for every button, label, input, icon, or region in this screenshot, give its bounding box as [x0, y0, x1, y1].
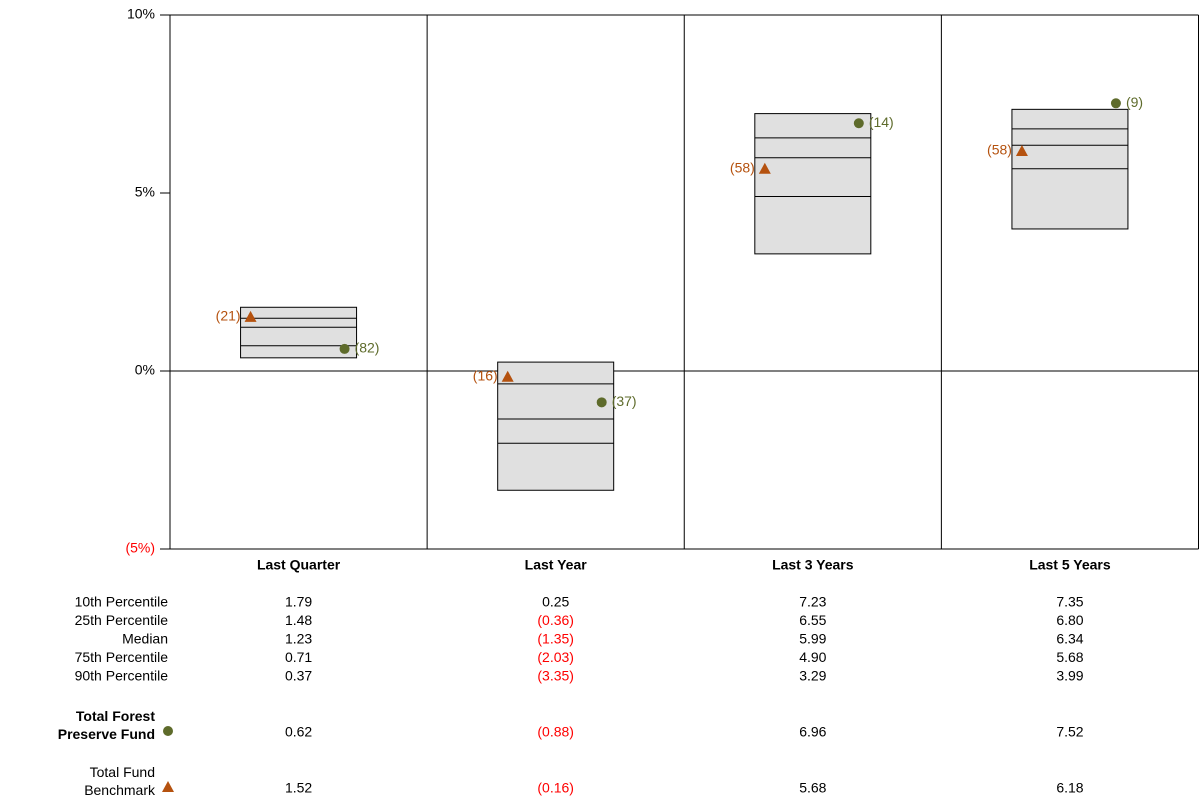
table-value: 7.35: [1056, 594, 1083, 610]
fund-marker: [596, 397, 607, 408]
rank-label: (14): [869, 114, 894, 130]
table-value: (0.88): [537, 724, 574, 740]
table-value: (0.36): [537, 612, 574, 628]
legend-marker: [162, 781, 174, 792]
table-value: 6.80: [1056, 612, 1083, 628]
y-tick-label: 10%: [127, 6, 155, 22]
series-name: Total Fund Benchmark: [84, 764, 155, 798]
series-name-text: Total Fund Benchmark: [84, 764, 155, 798]
category-label: Last 3 Years: [772, 557, 854, 573]
category-label: Last 5 Years: [1029, 557, 1111, 573]
table-value: 1.23: [285, 631, 312, 647]
table-value: (2.03): [537, 649, 574, 665]
table-value: (1.35): [537, 631, 574, 647]
table-value: 1.79: [285, 594, 312, 610]
percentile-box: [754, 113, 872, 255]
row-label: 75th Percentile: [75, 649, 169, 665]
rank-label: (21): [216, 308, 241, 324]
series-name: Total Forest Preserve Fund: [57, 708, 155, 742]
table-value: 4.90: [799, 649, 826, 665]
table-value: 0.37: [285, 668, 312, 684]
rank-label: (58): [730, 159, 755, 175]
table-value: (3.35): [537, 668, 574, 684]
table-value: (0.16): [537, 780, 574, 796]
table-value: 3.99: [1056, 668, 1083, 684]
row-label: 90th Percentile: [75, 668, 169, 684]
table-value: 1.52: [285, 780, 312, 796]
table-value: 6.55: [799, 612, 826, 628]
rank-label: (9): [1126, 94, 1143, 110]
fund-marker: [1110, 98, 1121, 109]
percentile-box: [240, 306, 358, 359]
row-label: 10th Percentile: [75, 594, 169, 610]
table-value: 5.68: [799, 780, 826, 796]
rank-label: (16): [473, 367, 498, 383]
table-value: 0.25: [542, 594, 569, 610]
row-label: Median: [122, 631, 168, 647]
table-value: 6.18: [1056, 780, 1083, 796]
legend-marker: [163, 726, 173, 736]
table-value: 6.96: [799, 724, 826, 740]
rank-label: (37): [612, 393, 637, 409]
rank-label: (58): [987, 142, 1012, 158]
percentile-box: [497, 361, 615, 491]
rank-label: (82): [355, 340, 380, 356]
y-tick-label: (5%): [125, 540, 155, 556]
fund-marker: [339, 343, 350, 354]
table-value: 1.48: [285, 612, 312, 628]
category-label: Last Year: [525, 557, 588, 573]
table-value: 5.99: [799, 631, 826, 647]
row-label: 25th Percentile: [75, 612, 169, 628]
benchmark-marker: [244, 310, 257, 322]
benchmark-marker: [501, 370, 514, 382]
table-value: 0.71: [285, 649, 312, 665]
benchmark-marker: [1015, 144, 1028, 156]
table-value: 7.23: [799, 594, 826, 610]
table-value: 3.29: [799, 668, 826, 684]
category-label: Last Quarter: [257, 557, 341, 573]
table-value: 7.52: [1056, 724, 1083, 740]
benchmark-marker: [758, 162, 771, 174]
table-value: 6.34: [1056, 631, 1083, 647]
table-value: 0.62: [285, 724, 312, 740]
y-tick-label: 5%: [135, 184, 155, 200]
table-value: 5.68: [1056, 649, 1083, 665]
fund-marker: [853, 118, 864, 129]
y-tick-label: 0%: [135, 362, 155, 378]
series-name-text: Total Forest Preserve Fund: [57, 708, 155, 742]
